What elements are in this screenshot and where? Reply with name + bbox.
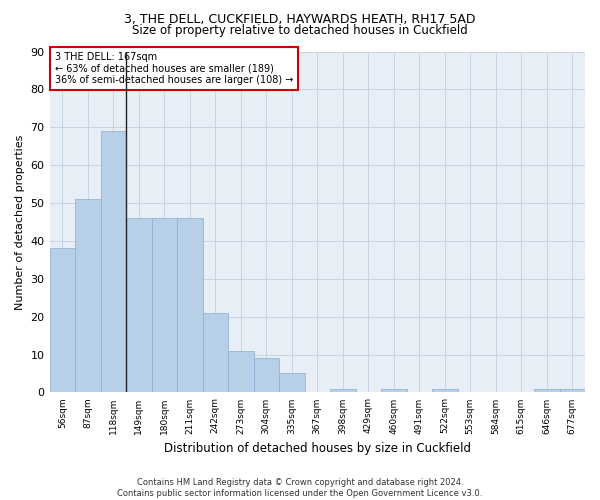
Bar xyxy=(330,388,356,392)
Bar xyxy=(101,131,126,392)
Text: Contains HM Land Registry data © Crown copyright and database right 2024.
Contai: Contains HM Land Registry data © Crown c… xyxy=(118,478,482,498)
Bar xyxy=(381,388,407,392)
Bar xyxy=(75,199,101,392)
Text: 3, THE DELL, CUCKFIELD, HAYWARDS HEATH, RH17 5AD: 3, THE DELL, CUCKFIELD, HAYWARDS HEATH, … xyxy=(124,12,476,26)
Bar xyxy=(228,351,254,393)
Bar xyxy=(279,374,305,392)
Bar xyxy=(152,218,177,392)
Bar xyxy=(203,313,228,392)
Bar xyxy=(126,218,152,392)
Text: Size of property relative to detached houses in Cuckfield: Size of property relative to detached ho… xyxy=(132,24,468,37)
Text: 3 THE DELL: 167sqm
← 63% of detached houses are smaller (189)
36% of semi-detach: 3 THE DELL: 167sqm ← 63% of detached hou… xyxy=(55,52,293,84)
Bar xyxy=(534,388,560,392)
Y-axis label: Number of detached properties: Number of detached properties xyxy=(15,134,25,310)
Bar xyxy=(50,248,75,392)
X-axis label: Distribution of detached houses by size in Cuckfield: Distribution of detached houses by size … xyxy=(164,442,471,455)
Bar xyxy=(432,388,458,392)
Bar xyxy=(560,388,585,392)
Bar xyxy=(177,218,203,392)
Bar xyxy=(254,358,279,392)
